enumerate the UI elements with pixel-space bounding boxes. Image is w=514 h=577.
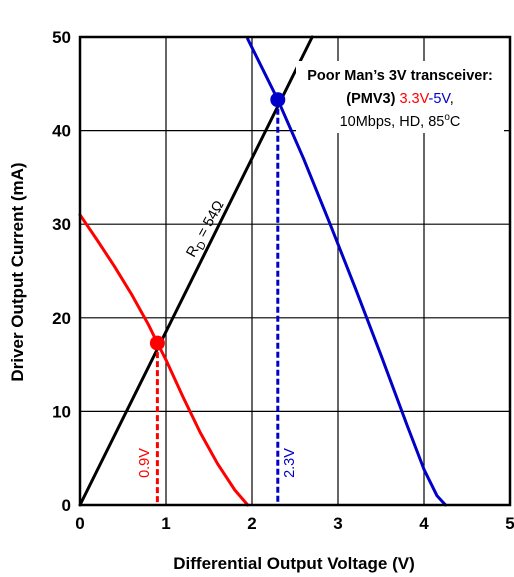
annotation-line-3: 10Mbps, HD, 85oC bbox=[340, 112, 461, 130]
red-voltage-label: 0.9V bbox=[137, 448, 153, 478]
x-axis-title: Differential Output Voltage (V) bbox=[173, 554, 414, 573]
drop-lines bbox=[155, 99, 280, 505]
operating-points bbox=[149, 92, 286, 351]
x-tick-label: 2 bbox=[247, 514, 256, 533]
y-tick-label: 0 bbox=[62, 496, 71, 515]
annotation-background bbox=[296, 61, 504, 133]
series-lines bbox=[78, 35, 447, 507]
operating-point-1 bbox=[270, 92, 286, 108]
x-tick-labels: 0 1 2 3 4 5 bbox=[75, 514, 514, 533]
x-tick-label: 5 bbox=[505, 514, 514, 533]
x-tick-label: 4 bbox=[419, 514, 429, 533]
series-line-1 bbox=[78, 35, 314, 507]
annotation-line-1: Poor Man’s 3V transceiver: bbox=[307, 68, 493, 84]
series-line-0 bbox=[78, 213, 250, 507]
annotation-pmv3: (PMV3) bbox=[346, 91, 395, 107]
annotation-line-2: (PMV3) 3.3V-5V, bbox=[346, 91, 454, 107]
annotation-blue-voltage: 5V bbox=[433, 91, 451, 107]
annotation-conditions: 10Mbps, HD, 85 bbox=[340, 114, 445, 130]
y-tick-label: 10 bbox=[52, 402, 71, 421]
blue-voltage-label: 2.3V bbox=[282, 448, 298, 478]
operating-point-0 bbox=[149, 335, 165, 351]
y-tick-labels: 0 10 20 30 40 50 bbox=[52, 28, 71, 515]
x-tick-label: 1 bbox=[161, 514, 170, 533]
y-tick-label: 20 bbox=[52, 309, 71, 328]
annotation-dash: - bbox=[428, 91, 433, 107]
series-line-2 bbox=[246, 37, 447, 507]
y-axis-title: Driver Output Current (mA) bbox=[8, 162, 27, 381]
annotation-degree: o bbox=[444, 112, 450, 123]
annotation-red-voltage: 3.3V bbox=[399, 91, 429, 107]
y-tick-label: 40 bbox=[52, 122, 71, 141]
annotation-celsius: C bbox=[450, 114, 460, 130]
plot-frame bbox=[78, 35, 512, 507]
x-tick-label: 3 bbox=[333, 514, 342, 533]
y-tick-label: 30 bbox=[52, 215, 71, 234]
annotation-comma: , bbox=[450, 91, 454, 107]
x-tick-label: 0 bbox=[75, 514, 84, 533]
y-tick-label: 50 bbox=[52, 28, 71, 47]
